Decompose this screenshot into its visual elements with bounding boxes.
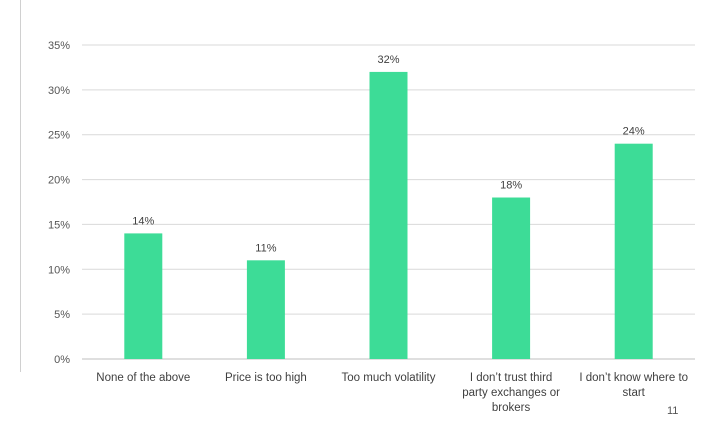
category-labels: None of the above Price is too high Too mu… — [96, 372, 688, 414]
bar — [124, 233, 163, 359]
gridlines — [82, 44, 695, 360]
category-label: None of the above — [96, 372, 190, 384]
bar — [246, 260, 285, 359]
data-label: 14% — [132, 215, 154, 227]
bar — [369, 71, 408, 360]
category-label: brokers — [492, 402, 531, 414]
bars — [124, 71, 653, 360]
y-tick-label: 25% — [48, 130, 70, 142]
bar — [492, 197, 531, 359]
data-label: 24% — [623, 126, 645, 138]
category-label: Too much volatility — [342, 372, 436, 384]
y-tick-label: 10% — [48, 264, 70, 276]
left-margin-rule — [20, 0, 21, 372]
category-label: Price is too high — [225, 372, 307, 384]
y-tick-label: 5% — [54, 309, 70, 321]
y-tick-label: 35% — [48, 40, 70, 52]
category-label: party exchanges or — [462, 387, 560, 399]
category-label: I don’t know where to — [579, 372, 688, 384]
y-axis-ticks: 0% 5% 10% 15% 20% 25% 30% 35% — [48, 40, 70, 366]
data-label: 11% — [255, 242, 276, 254]
y-tick-label: 30% — [48, 85, 70, 97]
data-labels: 14% 11% 32% 18% 24% — [132, 54, 645, 254]
page-number: 11 — [667, 405, 679, 417]
y-tick-label: 0% — [54, 354, 70, 366]
category-label: start — [623, 387, 646, 399]
category-label: I don’t trust third — [470, 372, 552, 384]
data-label: 18% — [500, 180, 522, 192]
bar — [614, 143, 653, 359]
y-tick-label: 15% — [48, 219, 70, 231]
data-label: 32% — [377, 54, 399, 66]
y-tick-label: 20% — [48, 175, 70, 187]
